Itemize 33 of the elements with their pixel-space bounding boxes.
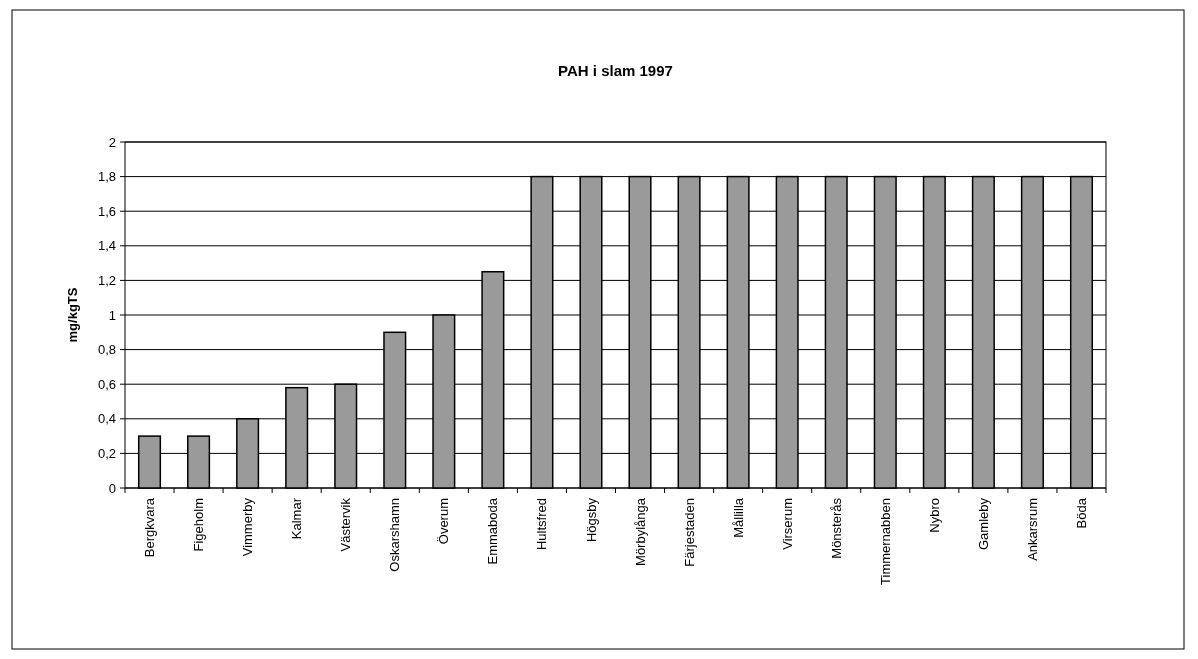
x-tick-label: Överum [436,498,452,545]
x-tick-label: Hultsfred [534,498,550,551]
y-tick-label: 1,2 [97,272,116,288]
y-axis-title: mg/kgTS [65,287,80,343]
y-tick-label: 1,4 [97,238,116,254]
x-tick-label: Emmaboda [485,497,501,565]
chart-title: PAH i slam 1997 [558,62,673,79]
x-tick-label: Mörbylånga [632,497,648,566]
x-tick-label: Böda [1074,497,1090,529]
x-tick-label: Virserum [779,498,795,550]
x-tick-label: Mönsterås [828,497,844,559]
y-tick-label: 1,6 [97,203,116,219]
y-tick-label: 0,2 [97,445,116,461]
x-tick-label: Kalmar [289,497,305,540]
y-tick-label: 0,4 [97,411,116,427]
x-tick-label: Gamleby [975,497,991,551]
y-tick-label: 1,8 [97,169,116,185]
x-tick-label: Timmernabben [877,498,893,585]
x-tick-label: Figeholm [191,498,207,552]
x-tick-label: Oskarshamn [387,498,403,572]
x-tick-label: Ankarsrum [1024,498,1040,561]
y-tick-label: 0,6 [97,376,116,392]
x-tick-label: Mållilla [730,497,746,538]
y-tick-label: 2 [108,134,116,150]
x-tick-label: Färjestaden [681,498,697,567]
y-tick-label: 0 [108,480,116,496]
x-tick-label: Bergkvara [142,497,158,558]
x-tick-label: Nybro [926,498,942,533]
x-tick-label: Högsby [583,497,599,543]
x-tick-label: Vimmerby [240,497,256,557]
y-tick-label: 0,8 [97,342,116,358]
y-tick-label: 1 [108,307,116,323]
x-tick-label: Västervik [338,497,354,552]
